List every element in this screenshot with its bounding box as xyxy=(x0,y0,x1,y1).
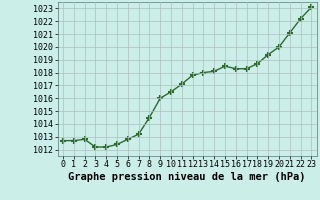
X-axis label: Graphe pression niveau de la mer (hPa): Graphe pression niveau de la mer (hPa) xyxy=(68,172,306,182)
